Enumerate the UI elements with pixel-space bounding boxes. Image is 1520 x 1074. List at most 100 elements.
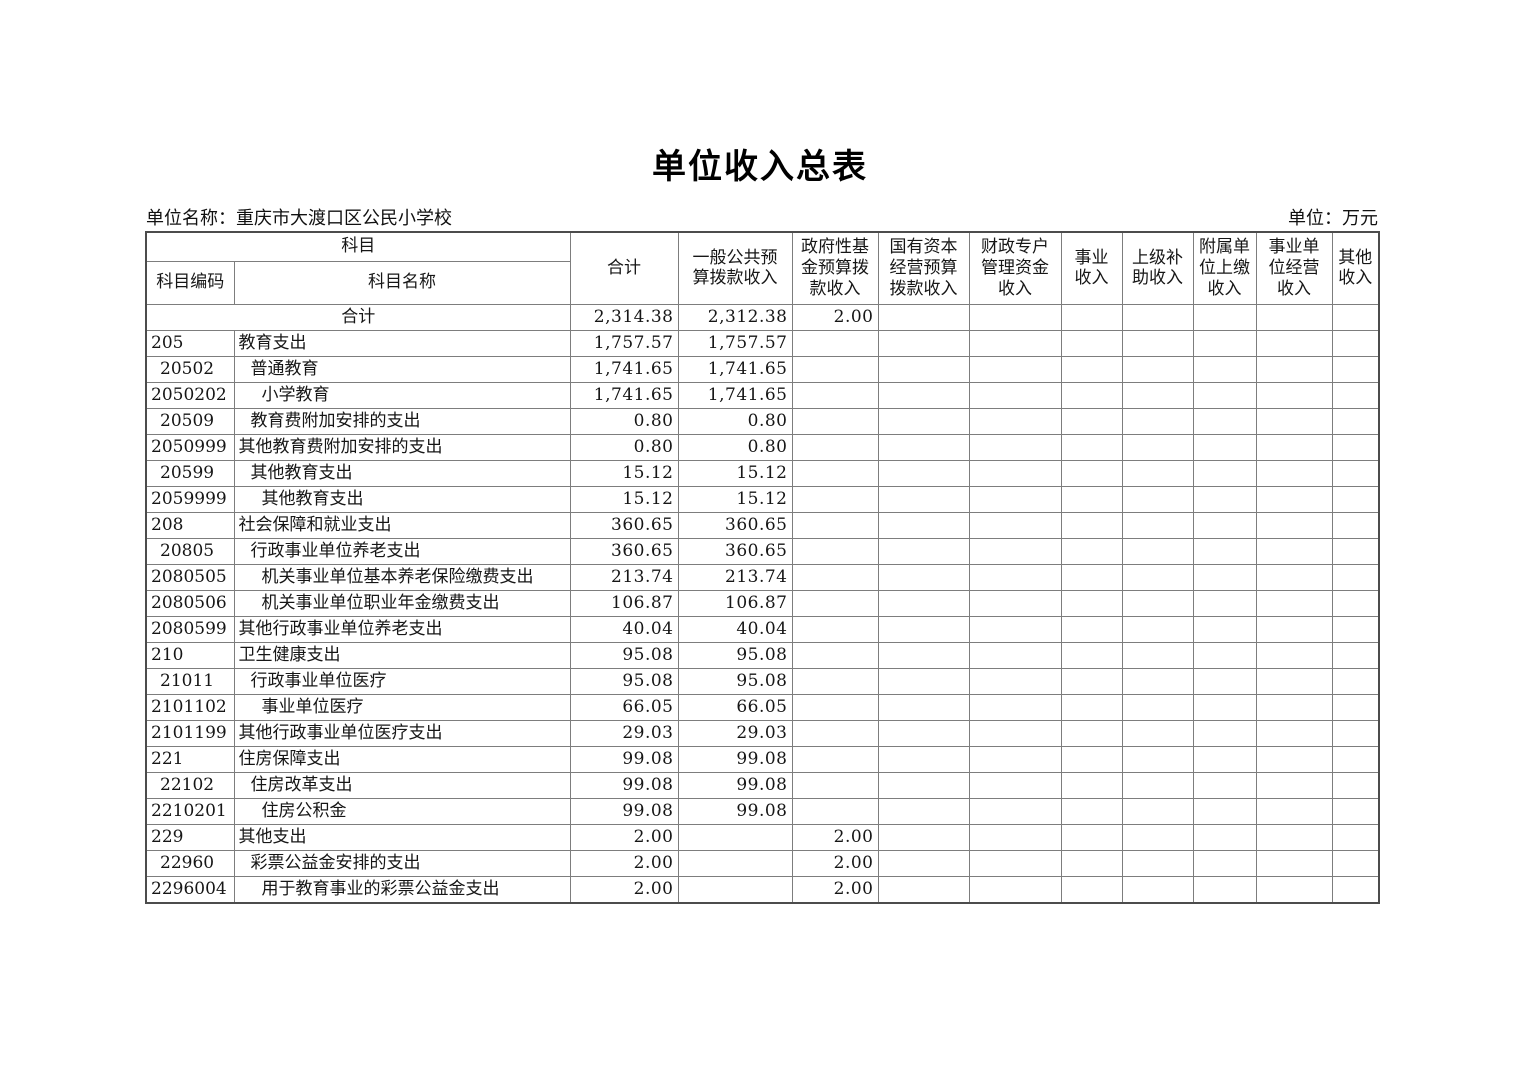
value-cell	[791, 407, 879, 435]
value-cell	[1060, 407, 1123, 435]
value-cell	[1255, 589, 1333, 617]
value-cell	[968, 667, 1062, 695]
value-cell	[1255, 693, 1333, 721]
value-cell	[677, 823, 793, 851]
value-cell	[877, 823, 970, 851]
col-header-state-capital-budget: 国有资本 经营预算 拨款收入	[877, 231, 970, 305]
value-cell: 95.08	[677, 641, 793, 669]
value-cell	[791, 355, 879, 383]
value-cell	[791, 667, 879, 695]
value-cell	[1121, 693, 1194, 721]
subject-code-cell: 2080506	[145, 589, 235, 617]
value-cell	[877, 511, 970, 539]
value-cell	[877, 355, 970, 383]
value-cell: 95.08	[569, 667, 679, 695]
subject-name-cell: 其他行政事业单位医疗支出	[233, 719, 571, 747]
value-cell	[791, 511, 879, 539]
value-cell	[1121, 589, 1194, 617]
value-cell	[791, 329, 879, 357]
value-cell	[1192, 875, 1257, 903]
value-cell	[1192, 563, 1257, 591]
value-cell	[968, 381, 1062, 409]
value-cell	[1192, 537, 1257, 565]
value-cell	[1121, 485, 1194, 513]
value-cell	[968, 693, 1062, 721]
table-row: 229 其他支出 2.00 2.00	[145, 823, 1380, 851]
value-cell	[877, 667, 970, 695]
table-row: 20502 普通教育 1,741.65 1,741.65	[145, 355, 1380, 383]
value-cell	[877, 485, 970, 513]
value-cell: 29.03	[569, 719, 679, 747]
subject-code-cell: 2050202	[145, 381, 235, 409]
value-cell	[1121, 459, 1194, 487]
value-cell: 2.00	[791, 303, 879, 331]
col-header-total: 合计	[569, 231, 679, 305]
subject-code-cell: 2080505	[145, 563, 235, 591]
value-cell	[1121, 433, 1194, 461]
table-row: 22960 彩票公益金安排的支出 2.00 2.00	[145, 849, 1380, 877]
table-row: 210 卫生健康支出 95.08 95.08	[145, 641, 1380, 669]
value-cell	[791, 459, 879, 487]
value-cell: 1,741.65	[569, 381, 679, 409]
value-cell	[1255, 537, 1333, 565]
value-cell	[791, 771, 879, 799]
total-row-label: 合计	[145, 303, 571, 331]
value-cell	[877, 641, 970, 669]
value-cell	[968, 771, 1062, 799]
value-cell	[1192, 381, 1257, 409]
value-cell	[1255, 381, 1333, 409]
value-cell	[1060, 615, 1123, 643]
value-cell	[968, 615, 1062, 643]
value-cell	[1121, 641, 1194, 669]
col-header-fiscal-special-account: 财政专户 管理资金 收入	[968, 231, 1062, 305]
value-cell: 2.00	[569, 823, 679, 851]
value-cell	[1192, 511, 1257, 539]
value-cell	[1255, 329, 1333, 357]
value-cell	[1255, 719, 1333, 747]
header-row-sub: 科目编码 科目名称	[145, 260, 1379, 305]
value-cell	[1331, 875, 1380, 903]
value-cell	[1331, 641, 1380, 669]
value-cell	[1060, 355, 1123, 383]
value-cell: 360.65	[569, 537, 679, 565]
subject-name-cell: 教育费附加安排的支出	[233, 407, 571, 435]
subject-code-cell: 22102	[145, 771, 235, 799]
value-cell	[1255, 823, 1333, 851]
value-cell	[1255, 303, 1333, 331]
page-title: 单位收入总表	[652, 147, 868, 187]
value-cell	[791, 563, 879, 591]
value-cell: 213.74	[569, 563, 679, 591]
subject-name-cell: 其他教育支出	[233, 485, 571, 513]
table-row: 2080506 机关事业单位职业年金缴费支出 106.87 106.87	[145, 589, 1380, 617]
value-cell	[1121, 719, 1194, 747]
value-cell: 2.00	[791, 875, 879, 903]
value-cell	[877, 875, 970, 903]
value-cell	[1255, 407, 1333, 435]
value-cell: 0.80	[677, 433, 793, 461]
table-row: 2101199 其他行政事业单位医疗支出 29.03 29.03	[145, 719, 1380, 747]
subject-code-cell: 210	[145, 641, 235, 669]
value-cell	[1121, 537, 1194, 565]
value-cell: 1,741.65	[677, 355, 793, 383]
value-cell	[968, 459, 1062, 487]
value-cell: 1,741.65	[569, 355, 679, 383]
table-row: 20805 行政事业单位养老支出 360.65 360.65	[145, 537, 1380, 565]
table-row: 2059999 其他教育支出 15.12 15.12	[145, 485, 1380, 513]
value-cell	[1060, 303, 1123, 331]
subject-code-cell: 2080599	[145, 615, 235, 643]
value-cell	[1331, 823, 1380, 851]
value-cell	[968, 303, 1062, 331]
subject-code-cell: 20509	[145, 407, 235, 435]
value-cell: 1,741.65	[677, 381, 793, 409]
value-cell	[1060, 589, 1123, 617]
value-cell	[1331, 511, 1380, 539]
unit-name-label: 单位名称：重庆市大渡口区公民小学校	[146, 208, 452, 229]
table-row: 21011 行政事业单位医疗 95.08 95.08	[145, 667, 1380, 695]
value-cell	[791, 719, 879, 747]
value-cell	[1121, 511, 1194, 539]
value-cell	[1060, 745, 1123, 773]
value-cell	[1121, 875, 1194, 903]
value-cell	[877, 797, 970, 825]
value-cell	[1121, 667, 1194, 695]
value-cell	[877, 329, 970, 357]
